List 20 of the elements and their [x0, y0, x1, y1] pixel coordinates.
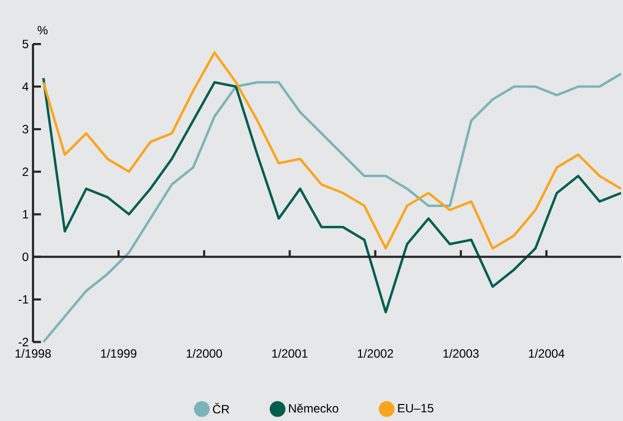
y-tick-label: -1	[18, 295, 28, 304]
legend-label: ČR	[212, 402, 230, 414]
y-tick-label: 2	[22, 168, 28, 176]
y-tick-label: 3	[22, 124, 28, 134]
x-tick-label: 1/1998	[16, 348, 51, 358]
y-tick-label: 0	[22, 252, 28, 262]
x-tick-label: 1/2000	[186, 348, 222, 358]
y-tick-label: 1	[22, 210, 28, 218]
y-tick-label: 5	[22, 40, 28, 48]
x-tick-label: 1/2002	[358, 348, 394, 358]
legend-label: Německo	[289, 404, 338, 413]
legend-label: EU–15	[398, 404, 434, 412]
y-axis-title: %	[38, 26, 48, 34]
x-tick-label: 1/1999	[101, 348, 136, 358]
x-tick-label: 1/2003	[443, 348, 479, 358]
x-tick-label: 1/2004	[528, 348, 564, 358]
y-tick-label: -2	[18, 338, 28, 346]
line-series	[42, 51, 622, 250]
x-tick-label: 1/2001	[272, 348, 308, 358]
y-tick-label: 4	[22, 82, 28, 91]
